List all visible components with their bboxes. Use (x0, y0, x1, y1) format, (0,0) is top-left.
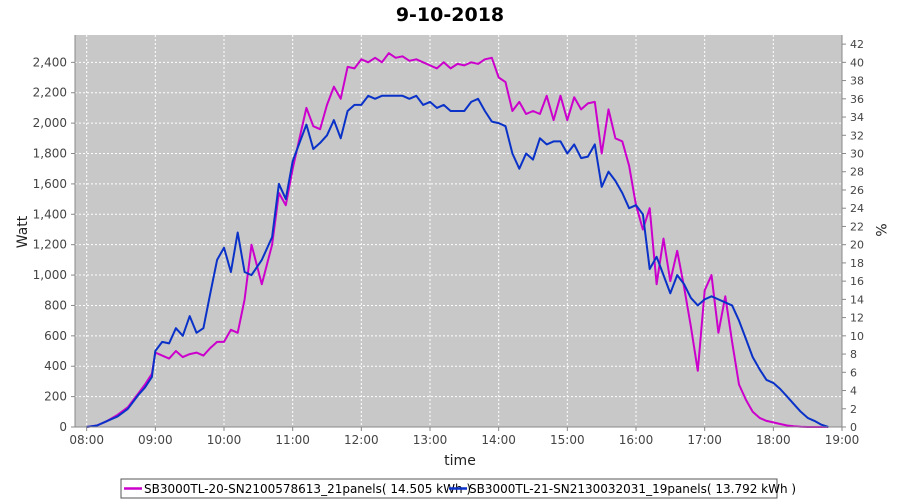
legend-label-series-2: SB3000TL-21-SN2130032031_19panels( 13.79… (469, 482, 796, 496)
x-tick-label: 19:00 (825, 433, 860, 447)
y2-tick-label: 2 (850, 403, 857, 416)
x-tick-label: 12:00 (344, 433, 379, 447)
y-tick-label: 1,000 (33, 268, 67, 282)
legend: SB3000TL-20-SN2100578613_21panels( 14.50… (120, 478, 796, 499)
y2-tick-label: 42 (850, 38, 864, 51)
x-tick-label: 13:00 (413, 433, 448, 447)
y2-tick-label: 36 (850, 93, 864, 106)
y2-tick-label: 18 (850, 257, 864, 270)
y-tick-label: 1,400 (33, 207, 67, 221)
y2-tick-label: 22 (850, 220, 864, 233)
y2-tick-label: 24 (850, 202, 864, 215)
x-tick-label: 08:00 (69, 433, 104, 447)
plot-area (75, 35, 842, 427)
x-tick-label: 10:00 (207, 433, 242, 447)
x-tick-label: 15:00 (550, 433, 585, 447)
y2-tick-label: 0 (850, 421, 857, 434)
y2-axis-label: % (872, 223, 888, 236)
y2-tick-label: 4 (850, 385, 857, 398)
series-lines (86, 52, 829, 428)
y2-tick-label: 8 (850, 348, 857, 361)
y2-tick-label: 6 (850, 366, 857, 379)
y-tick-label: 800 (44, 298, 67, 312)
y-axis-label: Watt (15, 215, 31, 248)
series-line-2 (86, 94, 829, 428)
y2-tick-label: 20 (850, 239, 864, 252)
y2-tick-label: 10 (850, 330, 864, 343)
axes (74, 35, 843, 428)
y-tick-label: 400 (44, 359, 67, 373)
y-tick-label: 2,400 (33, 55, 67, 69)
legend-label-series-1: SB3000TL-20-SN2100578613_21panels( 14.50… (144, 482, 471, 496)
grid-lines (75, 35, 843, 428)
y-tick-label: 2,200 (33, 86, 67, 100)
y2-tick-label: 16 (850, 275, 864, 288)
y-tick-label: 600 (44, 329, 67, 343)
y2-tick-label: 32 (850, 129, 864, 142)
y2-tick-label: 40 (850, 56, 864, 69)
y2-tick-label: 30 (850, 148, 864, 161)
y2-tick-label: 38 (850, 75, 864, 88)
x-tick-label: 18:00 (756, 433, 791, 447)
x-tick-label: 11:00 (275, 433, 310, 447)
y-tick-label: 1,800 (33, 147, 67, 161)
y-tick-label: 200 (44, 390, 67, 404)
series-line-1 (86, 52, 829, 428)
chart-title: 9-10-2018 (396, 4, 504, 26)
x-tick-labels: 08:00 09:00 10:00 11:00 12:00 13:00 14:00 15:00… (69, 427, 859, 447)
x-tick-label: 14:00 (481, 433, 516, 447)
x-tick-label: 09:00 (138, 433, 173, 447)
y-tick-label: 1,600 (33, 177, 67, 191)
x-tick-label: 17:00 (687, 433, 722, 447)
x-axis-label: time (444, 453, 476, 469)
y2-tick-label: 34 (850, 111, 864, 124)
y2-tick-label: 14 (850, 293, 864, 306)
y-tick-labels: 0 200 400 600 800 1,000 1,200 1,400 1,600 1,800 2,… (33, 55, 75, 434)
y-tick-label: 1,200 (33, 238, 67, 252)
y-tick-label: 2,000 (33, 116, 67, 130)
y-tick-label: 0 (59, 420, 67, 434)
y2-tick-label: 28 (850, 166, 864, 179)
y2-tick-label: 26 (850, 184, 864, 197)
x-tick-label: 16:00 (619, 433, 654, 447)
y2-tick-label: 12 (850, 312, 864, 325)
